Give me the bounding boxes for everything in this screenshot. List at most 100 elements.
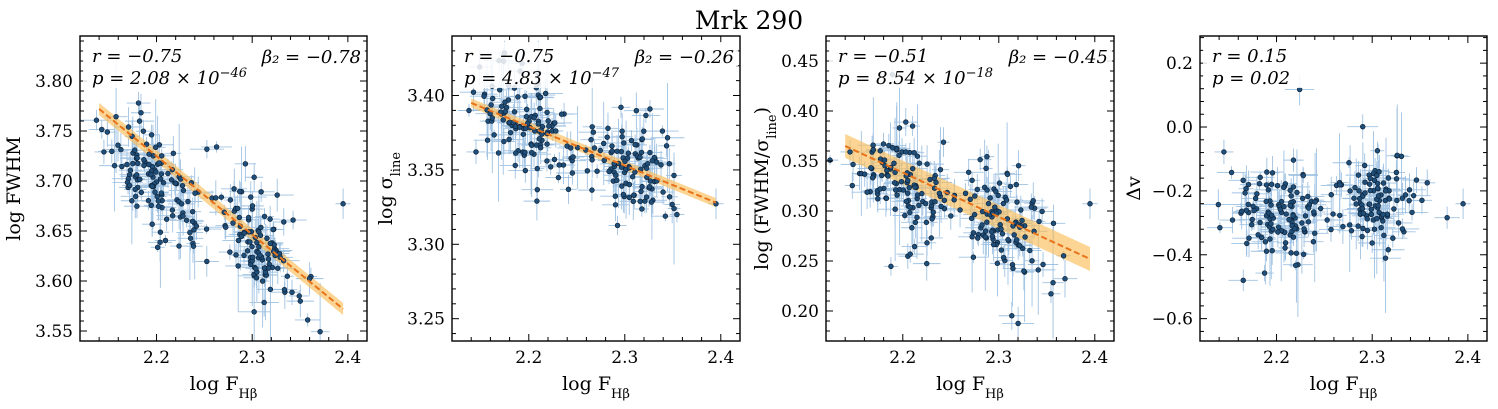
y-tick-label: 0.0 (1166, 118, 1193, 138)
data-point (1317, 205, 1324, 212)
data-point (993, 188, 999, 195)
data-point (1382, 188, 1389, 194)
p-value: p = 0.02 (1212, 68, 1290, 89)
data-point (245, 214, 252, 221)
data-point (601, 157, 607, 164)
data-point (1394, 197, 1400, 204)
data-point (1291, 226, 1298, 232)
data-point (909, 123, 916, 129)
data-point (891, 180, 898, 186)
data-point (155, 203, 162, 209)
data-point (141, 157, 147, 163)
data-point (141, 162, 147, 169)
data-point (125, 124, 132, 130)
data-point (1221, 149, 1227, 155)
data-point (932, 199, 938, 205)
data-point (609, 148, 615, 154)
data-point (1375, 193, 1382, 199)
y-tick-label: 0.30 (781, 202, 819, 222)
data-point (522, 93, 528, 99)
data-point (1274, 182, 1281, 189)
data-point (119, 163, 125, 170)
data-point (1391, 206, 1397, 212)
data-point (924, 240, 930, 246)
annotation-backdrop (1203, 42, 1353, 88)
data-point (1395, 220, 1402, 226)
data-point (190, 243, 197, 249)
beta2-value: β₂ = −0.26 (634, 47, 734, 68)
data-point (500, 117, 506, 123)
data-point (1257, 174, 1263, 181)
data-point (236, 214, 243, 221)
data-point (1019, 217, 1025, 224)
data-point (1305, 193, 1311, 200)
data-point (1330, 211, 1336, 217)
data-point (1011, 232, 1017, 238)
data-point (1035, 267, 1041, 273)
data-point (531, 114, 537, 121)
x-tick-label: 2.2 (1263, 348, 1290, 368)
data-point (1267, 236, 1273, 242)
data-point (275, 265, 281, 271)
data-point (170, 150, 177, 157)
data-point (104, 129, 111, 135)
data-point (1018, 207, 1024, 213)
data-point (1385, 247, 1391, 253)
data-point (1243, 207, 1250, 213)
data-point (938, 203, 944, 210)
data-point (544, 141, 550, 147)
data-point (165, 170, 171, 177)
data-point (542, 90, 549, 97)
data-point (1399, 226, 1406, 232)
data-point (903, 198, 910, 205)
data-point (565, 186, 572, 193)
data-point (148, 171, 154, 178)
data-point (140, 128, 147, 134)
data-point (1013, 181, 1019, 188)
data-point (511, 109, 518, 115)
data-point (473, 149, 479, 155)
y-tick-label: 0.45 (781, 52, 819, 72)
data-point (522, 125, 529, 132)
data-point (929, 216, 935, 222)
data-point (972, 193, 978, 199)
data-point (249, 203, 256, 209)
data-point (249, 243, 255, 250)
data-point (647, 149, 653, 156)
data-point (1299, 195, 1306, 202)
data-point (1381, 232, 1387, 239)
data-point (153, 169, 159, 175)
data-point (916, 160, 923, 166)
data-point (466, 107, 472, 114)
data-point (1305, 219, 1312, 225)
data-point (545, 118, 551, 124)
data-point (244, 248, 251, 254)
data-point (1268, 212, 1275, 218)
data-point (544, 158, 550, 164)
data-point (1013, 237, 1020, 243)
data-point (643, 194, 650, 200)
data-point (1217, 224, 1223, 231)
data-point (1050, 220, 1057, 227)
data-point (912, 219, 919, 225)
data-point (614, 222, 621, 229)
data-point (884, 167, 890, 174)
data-point (134, 155, 140, 161)
data-point (227, 249, 233, 255)
data-point (974, 186, 981, 193)
data-point (1286, 216, 1292, 223)
data-point (558, 111, 565, 117)
data-point (227, 197, 234, 203)
data-point (914, 192, 921, 198)
data-point (135, 100, 142, 106)
data-point (567, 145, 574, 151)
data-point (93, 117, 100, 123)
data-point (189, 208, 196, 215)
data-point (1030, 198, 1036, 204)
fit-line (470, 102, 717, 204)
data-point (589, 157, 595, 163)
data-point (1229, 217, 1236, 223)
data-point (1300, 172, 1306, 179)
data-point (1385, 175, 1392, 181)
